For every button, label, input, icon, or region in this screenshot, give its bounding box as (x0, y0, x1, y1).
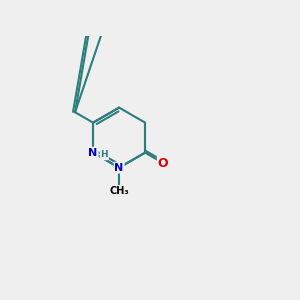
Text: CH₃: CH₃ (109, 186, 129, 196)
Text: N: N (88, 148, 98, 158)
Text: H: H (100, 151, 108, 160)
Text: N: N (115, 163, 124, 173)
Text: O: O (158, 157, 168, 169)
